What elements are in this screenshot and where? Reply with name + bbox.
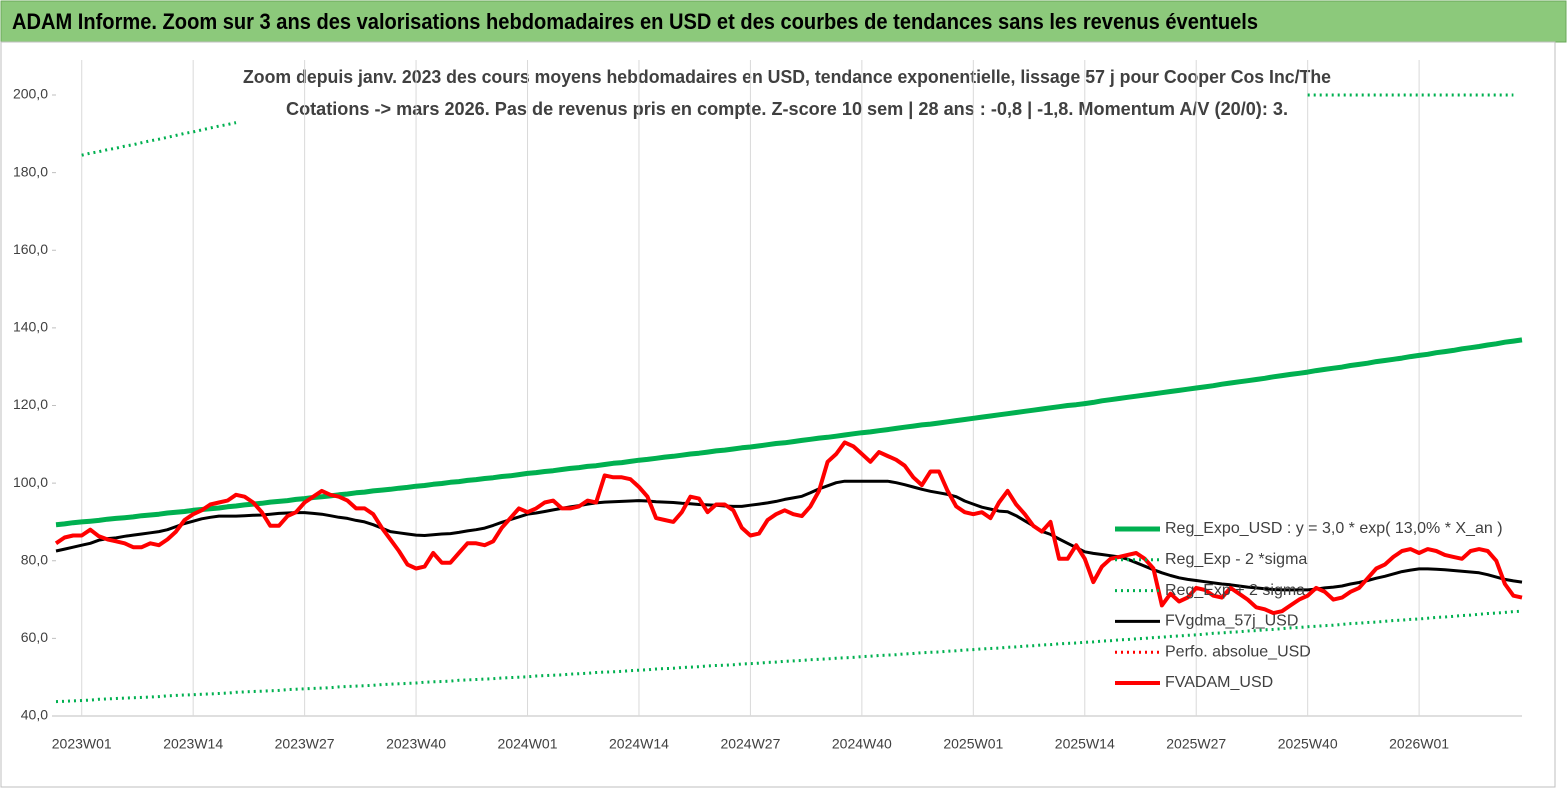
x-tick-label: 2024W40 [832, 736, 892, 752]
legend-label: Perfo. absolue_USD [1165, 643, 1311, 660]
legend-label: FVADAM_USD [1165, 674, 1273, 691]
x-tick-label: 2026W01 [1389, 736, 1449, 752]
y-tick-label: 40,0 [21, 707, 48, 723]
x-tick-label: 2023W27 [275, 736, 335, 752]
chart-subtitle: Zoom depuis janv. 2023 des cours moyens … [243, 67, 1331, 87]
x-tick-label: 2025W27 [1166, 736, 1226, 752]
x-tick-label: 2023W01 [52, 736, 112, 752]
x-tick-label: 2025W14 [1055, 736, 1115, 752]
legend-label: Reg_Expo_USD : y = 3,0 * exp( 13,0% * X_… [1165, 520, 1503, 537]
legend-label: Reg_Exp - 2 *sigma [1165, 551, 1307, 568]
y-tick-label: 160,0 [13, 241, 48, 257]
banner [0, 0, 1567, 43]
y-tick-label: 100,0 [13, 474, 48, 490]
chart-title: ADAM Informe. Zoom sur 3 ans des valoris… [12, 9, 1258, 34]
chart-subtitle: Cotations -> mars 2026. Pas de revenus p… [286, 99, 1288, 119]
x-tick-label: 2023W14 [163, 736, 223, 752]
y-tick-label: 120,0 [13, 396, 48, 412]
legend-label: Reg_Exp + 2 sigma [1165, 582, 1305, 599]
series-line [55, 337, 1523, 528]
x-tick-label: 2024W27 [720, 736, 780, 752]
series-line [55, 609, 1523, 704]
series-line [81, 93, 1514, 157]
x-tick-label: 2025W40 [1278, 736, 1338, 752]
frame [0, 41, 1556, 788]
x-tick-label: 2024W14 [609, 736, 669, 752]
series-line [54, 440, 1523, 616]
y-tick-label: 140,0 [13, 319, 48, 335]
x-tick-label: 2024W01 [498, 736, 558, 752]
y-tick-label: 200,0 [13, 86, 48, 102]
series-line [55, 479, 1523, 592]
legend-label: FVgdma_57j_USD [1165, 613, 1298, 630]
y-tick-label: 80,0 [21, 551, 48, 567]
y-tick-label: 180,0 [13, 163, 48, 179]
x-tick-label: 2023W40 [386, 736, 446, 752]
x-tick-label: 2025W01 [943, 736, 1003, 752]
y-tick-label: 60,0 [21, 629, 48, 645]
